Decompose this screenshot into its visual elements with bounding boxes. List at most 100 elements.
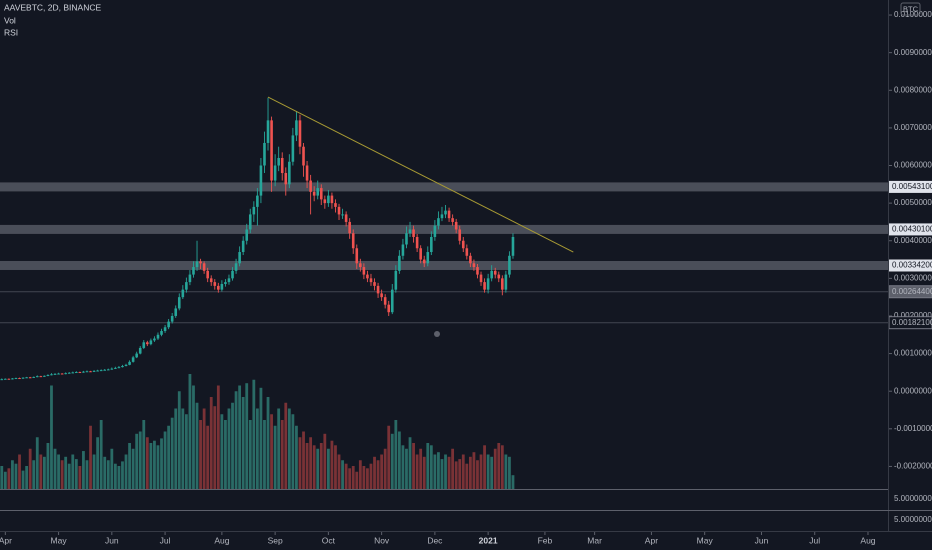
candle-body (359, 263, 362, 268)
volume-bar (138, 431, 142, 489)
volume-bar (167, 425, 171, 489)
currency-label[interactable]: BTC (903, 4, 919, 13)
volume-bar (156, 445, 160, 489)
volume-bar (511, 475, 515, 489)
candle-body (202, 263, 206, 271)
candle-body (405, 233, 408, 245)
volume-bar (252, 379, 256, 489)
candle-body (217, 285, 220, 290)
volume-bar (0, 466, 4, 489)
volume-bar (397, 431, 401, 489)
candle-body (121, 365, 124, 368)
volume-bar (163, 431, 167, 489)
candle-body (401, 244, 405, 256)
volume-bar (419, 448, 423, 489)
level-label: 0.00334200 (892, 261, 932, 270)
volume-bar (11, 460, 14, 489)
candle-body (248, 214, 252, 230)
candle-body (78, 372, 82, 374)
x-tick-label: Nov (374, 535, 390, 545)
volume-bar (28, 448, 32, 489)
candle-body (11, 378, 14, 380)
candle-body (504, 274, 508, 290)
candle-body (419, 248, 422, 260)
volume-bar (376, 460, 380, 489)
candle-body (390, 289, 394, 313)
candle-body (99, 370, 103, 372)
volume-bar (437, 452, 440, 489)
volume-bar (316, 448, 320, 489)
candle-body (508, 255, 511, 275)
candle-body (451, 218, 454, 222)
candle-body (511, 236, 515, 256)
volume-bar (472, 452, 476, 489)
volume-bar (305, 443, 309, 489)
level-band (0, 224, 888, 234)
volume-bar (266, 397, 270, 489)
candle-body (4, 378, 7, 380)
candle-body (472, 263, 476, 268)
currency-box[interactable] (900, 2, 921, 16)
volume-layer (0, 374, 515, 489)
candle-body (124, 364, 128, 366)
volume-bar (465, 463, 469, 489)
marker-icon[interactable] (434, 331, 440, 337)
candle-body (302, 146, 305, 166)
indicator-label: Vol (4, 15, 16, 25)
candle-body (490, 270, 493, 279)
candle-body (415, 236, 419, 249)
volume-bar (508, 456, 511, 489)
candle-body (57, 373, 60, 375)
level-label: 0.00264400 (892, 287, 932, 296)
candle-body (25, 377, 28, 379)
volume-bar (245, 383, 249, 489)
candle-body (387, 304, 391, 313)
candle-body (238, 252, 241, 264)
y-tick-label: 0.00000000 (894, 386, 932, 395)
volume-bar (490, 456, 494, 489)
candle-body (199, 261, 202, 264)
candle-body (319, 188, 323, 200)
candle-body (309, 180, 312, 192)
volume-bar (451, 448, 455, 489)
candle-body (32, 376, 36, 378)
volume-bar (497, 443, 501, 489)
volume-bar (486, 454, 490, 489)
candle-body (288, 161, 291, 185)
candle-body (355, 248, 359, 264)
candle-body (440, 214, 444, 219)
candle-body (92, 370, 96, 372)
volume-bar (504, 454, 508, 489)
volume-bar (429, 445, 433, 489)
volume-bar (135, 433, 139, 489)
candle-body (312, 191, 316, 196)
candle-body (28, 377, 32, 379)
candle-body (43, 375, 46, 377)
candle-body (497, 274, 501, 279)
candle-body (71, 372, 75, 374)
candle-body (128, 361, 131, 365)
candle-body (412, 229, 415, 237)
candle-body (67, 372, 71, 374)
volume-bar (447, 456, 451, 489)
volume-bar (21, 470, 25, 489)
volume-bar (14, 463, 18, 489)
volume-bar (461, 454, 465, 489)
volume-bar (380, 454, 384, 489)
volume-bar (67, 463, 71, 489)
volume-bar (177, 391, 181, 489)
volume-bar (273, 425, 277, 489)
volume-bar (106, 460, 110, 489)
volume-bar (415, 454, 419, 489)
volume-bar (78, 466, 82, 489)
candle-body (177, 297, 181, 309)
volume-bar (323, 433, 327, 489)
candle-body (35, 376, 39, 378)
candle-body (316, 188, 320, 196)
candle-body (493, 270, 497, 275)
volume-bar (394, 420, 398, 489)
